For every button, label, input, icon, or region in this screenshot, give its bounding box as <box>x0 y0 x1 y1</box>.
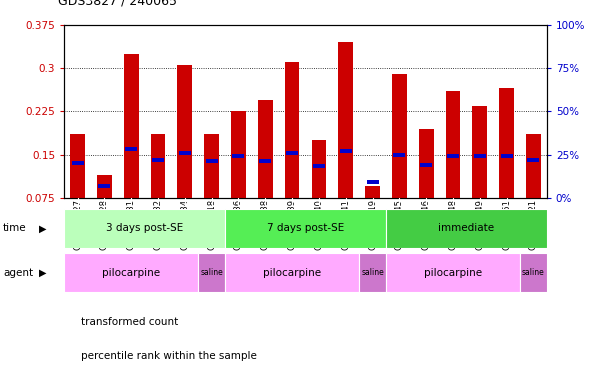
Bar <box>359 253 386 292</box>
Text: pilocarpine: pilocarpine <box>263 268 321 278</box>
Text: agent: agent <box>3 268 33 278</box>
Bar <box>312 140 326 198</box>
Bar <box>286 151 298 156</box>
Bar <box>64 209 225 248</box>
Bar <box>338 42 353 198</box>
Bar <box>386 209 547 248</box>
Bar <box>445 91 460 198</box>
Bar <box>71 161 84 165</box>
Text: 3 days post-SE: 3 days post-SE <box>106 223 183 233</box>
Bar <box>340 149 352 152</box>
Bar <box>386 253 520 292</box>
Bar <box>204 134 219 198</box>
Bar <box>152 158 164 162</box>
Text: transformed count: transformed count <box>81 317 178 327</box>
Bar <box>474 154 486 158</box>
Text: ▶: ▶ <box>39 223 46 233</box>
Bar <box>365 186 380 198</box>
Text: percentile rank within the sample: percentile rank within the sample <box>81 351 257 361</box>
Text: saline: saline <box>522 268 545 277</box>
Bar <box>392 74 407 198</box>
Bar <box>393 152 405 157</box>
Bar <box>124 54 139 198</box>
Bar <box>526 134 541 198</box>
Text: pilocarpine: pilocarpine <box>102 268 160 278</box>
Text: ▶: ▶ <box>39 268 46 278</box>
Text: immediate: immediate <box>438 223 494 233</box>
Bar <box>97 175 112 198</box>
Bar <box>285 62 299 198</box>
Bar <box>367 180 379 184</box>
Bar <box>231 111 246 198</box>
Bar <box>64 253 198 292</box>
Bar <box>419 129 434 198</box>
Bar <box>225 253 359 292</box>
Bar <box>151 134 166 198</box>
Bar <box>313 164 325 168</box>
Bar <box>198 253 225 292</box>
Bar <box>520 253 547 292</box>
Text: saline: saline <box>361 268 384 277</box>
Bar <box>232 154 244 158</box>
Text: 7 days post-SE: 7 days post-SE <box>267 223 344 233</box>
Bar <box>420 163 432 167</box>
Bar <box>70 134 85 198</box>
Bar <box>125 147 137 151</box>
Bar <box>225 209 386 248</box>
Bar <box>500 154 513 158</box>
Bar <box>258 100 273 198</box>
Bar <box>206 159 218 164</box>
Bar <box>447 154 459 158</box>
Text: GDS3827 / 240065: GDS3827 / 240065 <box>58 0 177 8</box>
Bar <box>472 106 487 198</box>
Bar <box>179 151 191 155</box>
Bar <box>527 158 540 162</box>
Text: saline: saline <box>200 268 223 277</box>
Bar <box>98 184 111 188</box>
Text: pilocarpine: pilocarpine <box>424 268 482 278</box>
Bar <box>259 159 271 164</box>
Text: time: time <box>3 223 27 233</box>
Bar <box>177 65 192 198</box>
Bar <box>499 88 514 198</box>
